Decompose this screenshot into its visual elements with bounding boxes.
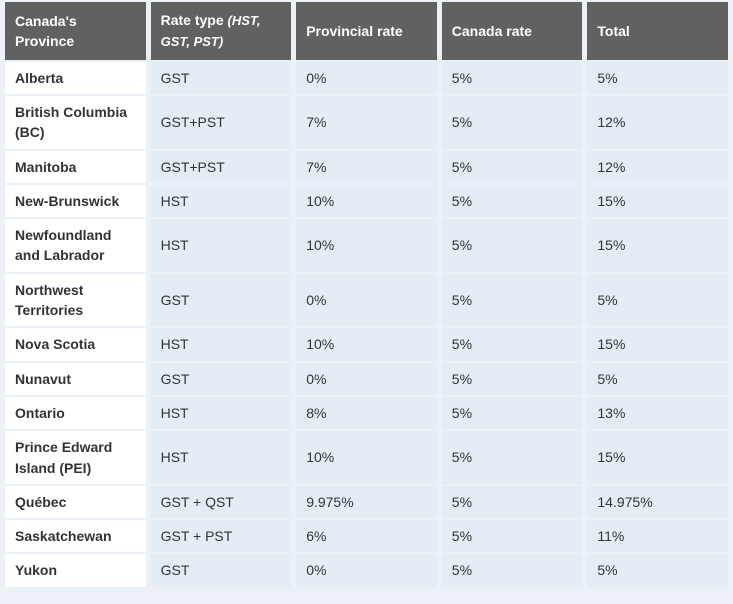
province-cell: Northwest Territories bbox=[5, 273, 146, 327]
canada-rate-cell: 5% bbox=[441, 150, 583, 183]
canada-rate-cell: 5% bbox=[441, 95, 583, 149]
province-cell: Saskatchewan bbox=[5, 520, 146, 553]
province-cell: Yukon bbox=[5, 554, 146, 587]
rate-type-cell: GST+PST bbox=[150, 150, 292, 183]
province-cell: Québec bbox=[5, 485, 146, 519]
table-body: Alberta GST 0% 5% 5% British Columbia (B… bbox=[5, 61, 728, 587]
rate-type-cell: GST + QST bbox=[150, 485, 292, 519]
rate-type-cell: HST bbox=[150, 328, 292, 361]
table-row: Nova Scotia HST 10% 5% 15% bbox=[5, 328, 728, 361]
province-cell: Nunavut bbox=[5, 362, 146, 395]
canada-rate-cell: 5% bbox=[441, 184, 583, 218]
provincial-rate-cell: 10% bbox=[296, 184, 437, 218]
province-cell: Ontario bbox=[5, 396, 146, 430]
total-cell: 12% bbox=[587, 95, 728, 149]
provincial-rate-cell: 8% bbox=[296, 396, 437, 430]
total-cell: 14.975% bbox=[587, 485, 728, 519]
provincial-rate-cell: 0% bbox=[296, 273, 437, 327]
table-row: Prince Edward Island (PEI) HST 10% 5% 15… bbox=[5, 431, 728, 484]
total-cell: 5% bbox=[587, 61, 728, 94]
col-header-province: Canada's Province bbox=[5, 2, 146, 60]
total-cell: 12% bbox=[587, 150, 728, 183]
table-row: Ontario HST 8% 5% 13% bbox=[5, 396, 728, 430]
provincial-rate-cell: 10% bbox=[296, 431, 437, 484]
provincial-rate-cell: 9.975% bbox=[296, 485, 437, 519]
table-row: Alberta GST 0% 5% 5% bbox=[5, 61, 728, 94]
canada-rate-cell: 5% bbox=[441, 554, 583, 587]
province-cell: Newfoundland and Labrador bbox=[5, 219, 146, 272]
rate-type-cell: GST + PST bbox=[150, 520, 292, 553]
canada-rate-cell: 5% bbox=[441, 485, 583, 519]
province-cell: British Columbia (BC) bbox=[5, 95, 146, 149]
total-cell: 5% bbox=[587, 554, 728, 587]
province-cell: Manitoba bbox=[5, 150, 146, 183]
canada-rate-cell: 5% bbox=[441, 362, 583, 395]
col-header-rate-type-label: Rate type bbox=[160, 12, 224, 28]
canada-rate-cell: 5% bbox=[441, 520, 583, 553]
table-row: Newfoundland and Labrador HST 10% 5% 15% bbox=[5, 219, 728, 272]
provincial-rate-cell: 10% bbox=[296, 219, 437, 272]
provincial-rate-cell: 0% bbox=[296, 554, 437, 587]
table-row: Saskatchewan GST + PST 6% 5% 11% bbox=[5, 520, 728, 553]
rate-type-cell: HST bbox=[150, 396, 292, 430]
provincial-rate-cell: 0% bbox=[296, 61, 437, 94]
tax-rate-table: Canada's Province Rate type (HST, GST, P… bbox=[5, 2, 728, 587]
col-header-total: Total bbox=[587, 2, 728, 60]
header-row: Canada's Province Rate type (HST, GST, P… bbox=[5, 2, 728, 60]
province-cell: Alberta bbox=[5, 61, 146, 94]
col-header-canada-rate: Canada rate bbox=[441, 2, 583, 60]
rate-type-cell: GST+PST bbox=[150, 95, 292, 149]
total-cell: 5% bbox=[587, 362, 728, 395]
col-header-provincial-rate: Provincial rate bbox=[296, 2, 437, 60]
rate-type-cell: HST bbox=[150, 219, 292, 272]
provincial-rate-cell: 6% bbox=[296, 520, 437, 553]
total-cell: 15% bbox=[587, 219, 728, 272]
table-row: Yukon GST 0% 5% 5% bbox=[5, 554, 728, 587]
table-row: Northwest Territories GST 0% 5% 5% bbox=[5, 273, 728, 327]
province-cell: Prince Edward Island (PEI) bbox=[5, 431, 146, 484]
rate-type-cell: HST bbox=[150, 184, 292, 218]
total-cell: 11% bbox=[587, 520, 728, 553]
rate-type-cell: GST bbox=[150, 273, 292, 327]
total-cell: 13% bbox=[587, 396, 728, 430]
total-cell: 5% bbox=[587, 273, 728, 327]
table-row: Nunavut GST 0% 5% 5% bbox=[5, 362, 728, 395]
provincial-rate-cell: 0% bbox=[296, 362, 437, 395]
table-row: British Columbia (BC) GST+PST 7% 5% 12% bbox=[5, 95, 728, 149]
table-row: Québec GST + QST 9.975% 5% 14.975% bbox=[5, 485, 728, 519]
col-header-rate-type: Rate type (HST, GST, PST) bbox=[150, 2, 292, 60]
rate-type-cell: GST bbox=[150, 61, 292, 94]
total-cell: 15% bbox=[587, 328, 728, 361]
table-row: New-Brunswick HST 10% 5% 15% bbox=[5, 184, 728, 218]
total-cell: 15% bbox=[587, 431, 728, 484]
provincial-rate-cell: 7% bbox=[296, 95, 437, 149]
rate-type-cell: HST bbox=[150, 431, 292, 484]
canada-rate-cell: 5% bbox=[441, 431, 583, 484]
col-header-rate-type-sublabel: (HST, GST, PST) bbox=[160, 13, 261, 49]
province-cell: New-Brunswick bbox=[5, 184, 146, 218]
canada-rate-cell: 5% bbox=[441, 396, 583, 430]
table-row: Manitoba GST+PST 7% 5% 12% bbox=[5, 150, 728, 183]
rate-type-cell: GST bbox=[150, 554, 292, 587]
total-cell: 15% bbox=[587, 184, 728, 218]
provincial-rate-cell: 7% bbox=[296, 150, 437, 183]
rate-type-cell: GST bbox=[150, 362, 292, 395]
canada-rate-cell: 5% bbox=[441, 273, 583, 327]
provincial-rate-cell: 10% bbox=[296, 328, 437, 361]
canada-rate-cell: 5% bbox=[441, 219, 583, 272]
canada-rate-cell: 5% bbox=[441, 61, 583, 94]
canada-rate-cell: 5% bbox=[441, 328, 583, 361]
province-cell: Nova Scotia bbox=[5, 328, 146, 361]
